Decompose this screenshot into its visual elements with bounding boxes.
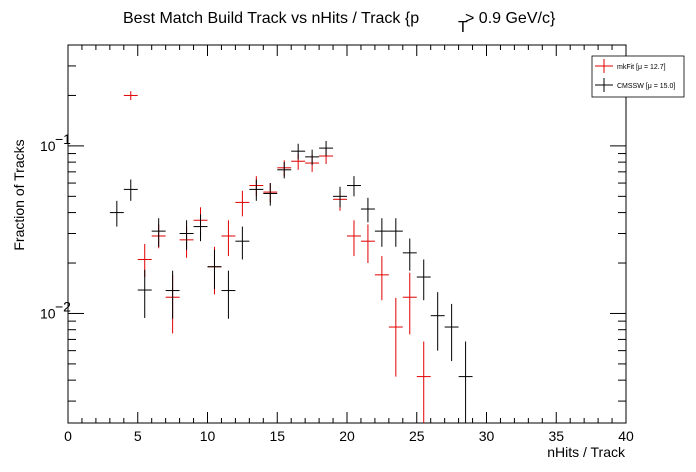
data-point — [165, 270, 180, 319]
y-tick-label: 10 — [40, 305, 56, 321]
data-point — [263, 183, 278, 206]
x-axis-label: nHits / Track — [547, 444, 626, 460]
x-tick-label: 15 — [269, 428, 285, 444]
data-point — [207, 249, 222, 289]
data-point — [374, 256, 389, 301]
x-tick-label: 25 — [409, 428, 425, 444]
legend-mkfit-label: mkFit [μ = 12.7] — [617, 64, 666, 71]
x-tick-label: 10 — [200, 428, 216, 444]
y-tick-label: 10 — [40, 138, 56, 154]
x-tick-label: 20 — [339, 428, 355, 444]
y-axis-label: Fraction of Tracks — [11, 139, 27, 250]
chart-title-tail: > 0.9 GeV/c} — [465, 10, 556, 27]
x-tick-label: 0 — [64, 428, 72, 444]
data-point — [277, 162, 292, 179]
data-point — [458, 341, 473, 423]
legend-cmssw-label: CMSSW [μ = 15.0] — [617, 83, 675, 90]
data-point — [291, 143, 306, 160]
legend: mkFit [μ = 12.7] CMSSW [μ = 15.0] — [591, 55, 685, 98]
plot-frame — [67, 44, 627, 424]
legend-box — [591, 55, 685, 98]
y-axis: 10−110−2 — [40, 44, 626, 402]
data-point — [235, 226, 250, 260]
series-layer — [109, 91, 473, 423]
x-axis: 0 5 10 15 20 25 30 35 40 — [64, 45, 634, 444]
data-point — [193, 214, 208, 242]
chart-title-main: Best Match Build Track vs nHits / Track … — [123, 10, 419, 27]
data-point — [249, 179, 264, 201]
data-point — [402, 272, 417, 335]
series-cmssw — [109, 140, 473, 423]
data-point — [333, 186, 347, 208]
x-tick-label: 5 — [134, 428, 142, 444]
data-point — [402, 238, 417, 271]
data-point — [137, 269, 152, 318]
data-point — [360, 197, 375, 223]
data-point — [221, 270, 236, 319]
data-point — [374, 218, 389, 247]
y-tick-label-exponent: −1 — [55, 131, 71, 147]
x-tick-label: 30 — [479, 428, 495, 444]
data-point — [416, 341, 431, 423]
data-point — [319, 140, 334, 157]
data-point — [416, 259, 431, 301]
chart-title: Best Match Build Track vs nHits / Track … — [123, 10, 556, 36]
data-point — [347, 176, 361, 197]
series-mkfit — [123, 91, 431, 423]
data-point — [388, 218, 403, 247]
data-point — [347, 220, 361, 257]
data-point — [444, 303, 459, 362]
data-point — [360, 224, 375, 264]
data-point — [305, 149, 320, 165]
data-point — [221, 220, 236, 257]
data-point — [151, 218, 166, 247]
data-point — [235, 190, 250, 217]
data-point — [430, 292, 445, 351]
chart-title-subscript: T — [458, 19, 468, 36]
data-point — [109, 200, 124, 227]
data-point — [179, 220, 194, 250]
x-tick-label: 35 — [548, 428, 564, 444]
x-tick-label: 40 — [618, 428, 634, 444]
data-point — [123, 179, 138, 201]
data-point — [388, 297, 403, 377]
y-tick-label-exponent: −2 — [55, 298, 71, 314]
data-point — [123, 91, 138, 100]
